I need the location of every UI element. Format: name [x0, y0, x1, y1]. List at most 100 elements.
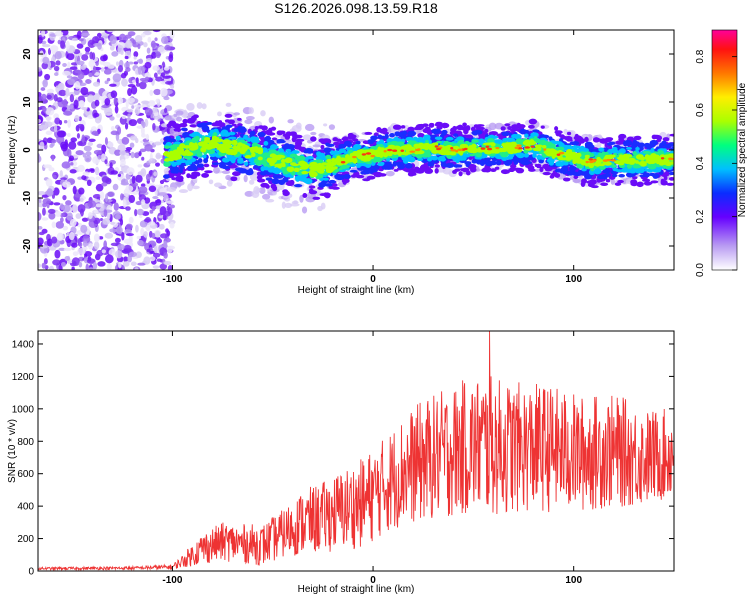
noise-blob [66, 133, 71, 138]
ridge-blob [649, 139, 658, 146]
noise-blob [148, 157, 156, 164]
noise-blob [77, 123, 83, 129]
ridge-blob [265, 177, 273, 181]
halo-blob [260, 110, 266, 117]
ridge-blob [237, 157, 243, 162]
noise-blob [148, 109, 152, 115]
noise-blob [148, 101, 156, 107]
ridge-blob [596, 174, 606, 180]
ridge-blob [573, 135, 583, 141]
noise-blob [95, 60, 99, 67]
ridge-blob [548, 160, 555, 166]
ridge-blob [402, 158, 409, 164]
noise-blob [114, 105, 119, 114]
ridge-blob [350, 174, 357, 178]
ridge-blob [510, 128, 517, 132]
ridge-blob [308, 188, 314, 193]
ridge-blob [308, 163, 318, 167]
noise-blob [141, 79, 149, 84]
noise-blob [53, 65, 60, 72]
noise-blob [139, 81, 147, 90]
noise-blob [159, 233, 169, 239]
ridge-blob [224, 113, 233, 118]
noise-blob [125, 223, 133, 230]
noise-blob [86, 179, 92, 187]
ridge-blob [471, 139, 479, 143]
noise-blob [83, 251, 93, 257]
noise-blob [110, 90, 118, 99]
noise-blob [56, 97, 63, 103]
noise-blob [124, 55, 129, 60]
noise-blob [153, 141, 162, 146]
noise-blob [107, 141, 114, 148]
ridge-blob [490, 168, 497, 173]
halo-blob [243, 174, 248, 183]
noise-blob [84, 155, 92, 163]
noise-blob [38, 263, 41, 269]
ridge-blob [637, 142, 645, 148]
ridge-blob [237, 117, 242, 121]
ridge-blob [469, 153, 476, 157]
ridge-blob [618, 135, 626, 139]
noise-blob [58, 247, 66, 252]
noise-blob [152, 65, 160, 71]
ridge-blob [434, 136, 443, 140]
noise-blob [38, 237, 44, 246]
ridge-blob [453, 164, 460, 168]
ridge-blob [500, 126, 506, 131]
ridge-blob [465, 125, 471, 132]
ridge-blob [201, 172, 210, 178]
noise-blob [128, 234, 133, 243]
ridge-blob [400, 125, 406, 129]
noise-blob [109, 83, 117, 87]
ridge-blob [355, 174, 365, 179]
noise-blob [166, 200, 174, 204]
ridge-blob [352, 138, 359, 142]
ridge-blob [445, 136, 454, 141]
noise-blob [155, 205, 162, 210]
noise-blob [165, 228, 169, 233]
ridge-blob [627, 136, 634, 140]
noise-blob [155, 230, 161, 238]
ridge-blob [232, 171, 241, 177]
noise-blob [125, 233, 134, 237]
noise-blob [169, 221, 175, 229]
ridge-blob [650, 180, 659, 184]
noise-blob [68, 104, 74, 110]
ridge-blob [554, 172, 561, 178]
noise-blob [142, 121, 146, 129]
noise-blob [49, 143, 54, 148]
ridge-blob [507, 125, 512, 130]
ridge-blob [207, 149, 216, 155]
ridge-blob [306, 155, 314, 160]
noise-blob [59, 120, 63, 126]
noise-blob [77, 71, 85, 80]
noise-blob [120, 158, 126, 167]
ridge-blob [643, 142, 651, 148]
halo-blob [568, 130, 576, 137]
noise-blob [133, 104, 142, 108]
ridge-blob [430, 122, 435, 127]
noise-blob [80, 224, 88, 234]
ridge-blob [473, 132, 478, 136]
noise-blob [159, 87, 168, 97]
ridge-blob [660, 142, 666, 147]
ridge-blob [580, 181, 586, 187]
noise-blob [93, 149, 103, 155]
noise-blob [46, 238, 53, 247]
noise-blob [105, 177, 112, 185]
noise-blob [133, 51, 139, 58]
ridge-blob [501, 131, 510, 137]
noise-blob [123, 188, 130, 197]
noise-blob [138, 151, 142, 157]
ridge-blob [285, 148, 292, 152]
noise-blob [99, 191, 105, 201]
halo-blob [233, 112, 240, 116]
ridge-blob [648, 172, 656, 177]
noise-blob [109, 116, 115, 121]
noise-blob [103, 209, 108, 218]
noise-blob [38, 124, 48, 131]
noise-blob [95, 203, 102, 208]
noise-blob [94, 72, 101, 76]
ridge-blob [323, 192, 329, 198]
